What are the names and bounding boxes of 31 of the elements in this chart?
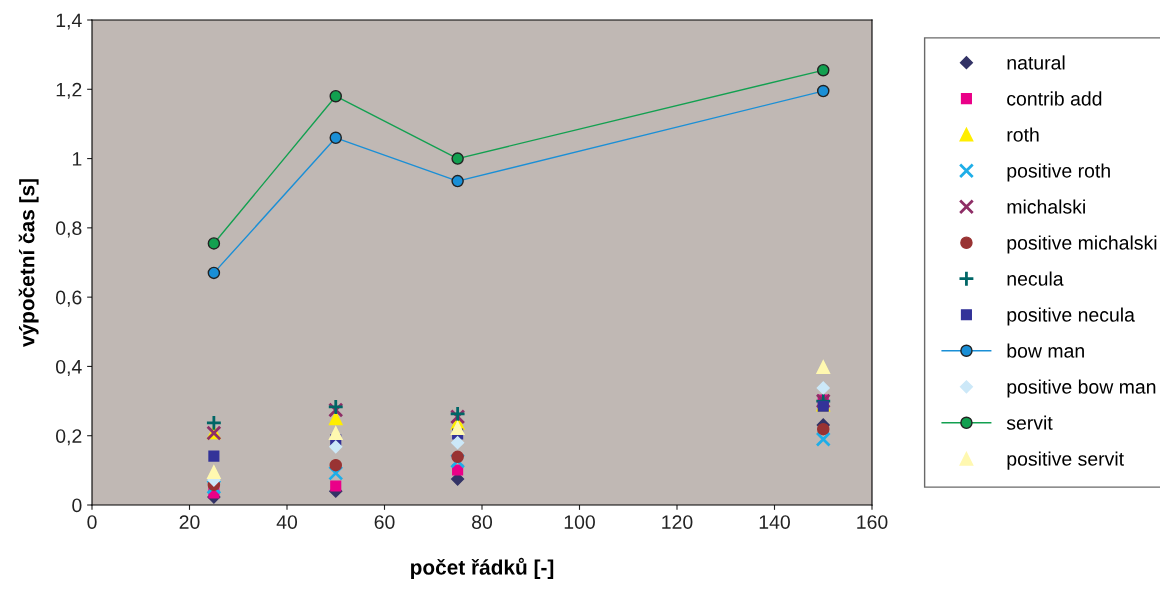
x-tick-label: 120 [662,515,693,529]
y-tick-label: 0,6 [56,290,82,307]
x-tick-label: 40 [276,515,298,529]
legend-label: necula [1007,271,1064,286]
x-tick-label: 160 [857,515,888,529]
x-tick-label: 140 [759,515,790,529]
x-tick-label: 0 [87,515,97,529]
legend-label: michalski [1007,199,1085,214]
legend-label: natural [1007,55,1065,70]
legend-label: servit [1006,415,1053,430]
y-tick-label: 0,2 [56,429,82,446]
y-tick-label: 1,4 [56,13,82,30]
x-tick-label: 20 [179,515,200,529]
legend-label: roth [1007,127,1039,142]
legend-label: positive michalski [1007,235,1157,254]
x-tick-label: 60 [374,515,395,529]
y-tick-label: 1 [72,152,82,166]
legend-label: positive bow man [1007,379,1156,398]
y-tick-label: 0,8 [56,221,82,238]
legend-label: bow man [1007,343,1084,358]
x-tick-label: 100 [564,515,595,529]
y-tick-label: 0,4 [56,359,82,376]
y-tick-label: 0 [72,498,82,513]
x-axis-title: počet řádků [-] [411,557,554,579]
y-tick-label: 1,2 [56,82,82,99]
x-tick-label: 80 [472,515,493,529]
legend-label: positive necula [1007,307,1135,326]
legend-label: positive servit [1007,451,1124,470]
legend-label: positive roth [1007,163,1110,182]
y-axis-title: výpočetní čas [s] [18,179,39,347]
legend-label: contrib add [1007,91,1102,106]
